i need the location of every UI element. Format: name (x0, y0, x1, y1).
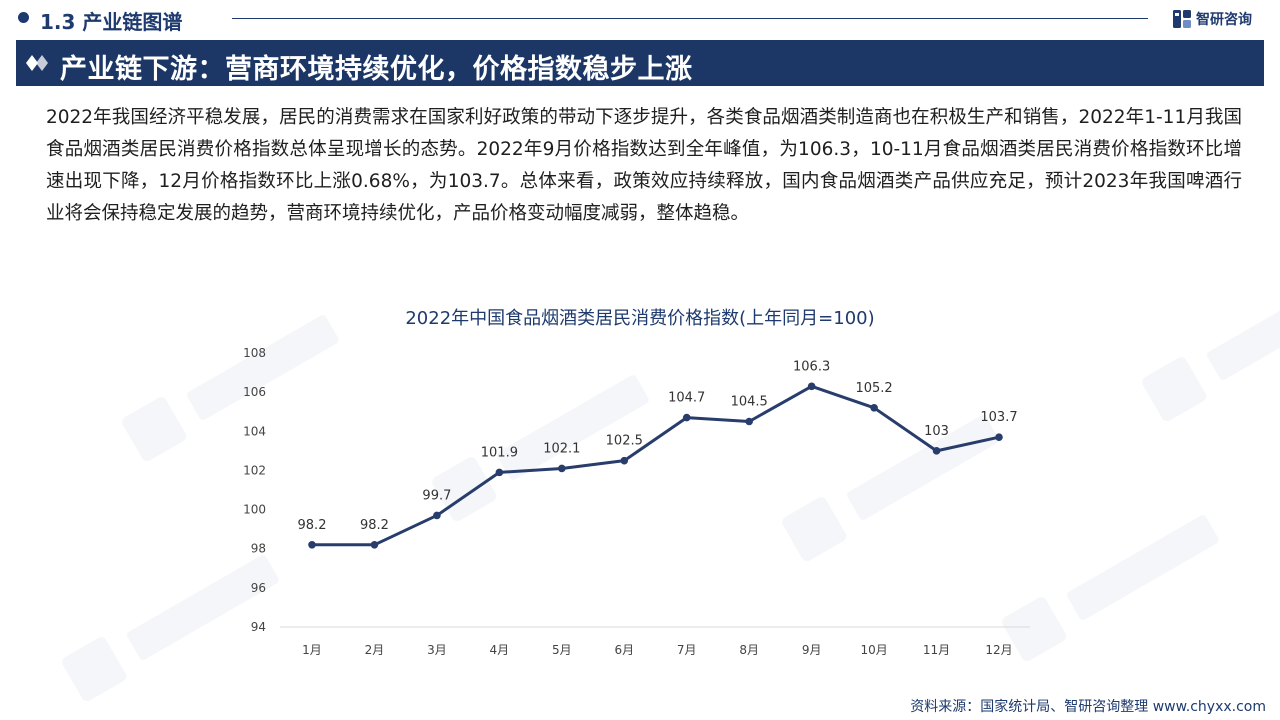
data-labels: 98.2 98.2 99.7 101.9 102.1 102.5 104.7 104.5 106… (298, 359, 1018, 533)
data-point (745, 417, 753, 426)
x-tick-label: 7月 (677, 643, 697, 657)
section-label: 1.3 产业链图谱 (40, 10, 183, 34)
data-label: 104.5 (731, 395, 768, 410)
data-label: 102.5 (606, 434, 643, 449)
y-tick-label: 104 (243, 424, 266, 438)
x-tick-label: 11月 (923, 643, 950, 657)
chart-title: 2022年中国食品烟酒类居民消费价格指数(上年同月=100) (405, 308, 875, 329)
data-label: 98.2 (298, 518, 327, 533)
series-points (308, 382, 1003, 549)
x-tick-label: 1月 (302, 643, 322, 657)
x-tick-label: 9月 (802, 643, 822, 657)
data-point (370, 541, 379, 549)
x-axis: 1月 2月 3月 4月 5月 6月 7月 8月 9月 10月 11月 12月 (280, 626, 1030, 657)
data-label: 98.2 (360, 518, 389, 533)
series-line (312, 384, 1000, 547)
x-tick-label: 8月 (739, 643, 759, 657)
zhiyan-logo-icon (1173, 10, 1191, 28)
x-tick-label: 2月 (365, 643, 385, 657)
data-label: 103 (924, 424, 949, 439)
data-label: 103.7 (980, 410, 1017, 425)
dot-bullet-icon (18, 12, 29, 23)
y-tick-label: 106 (243, 385, 266, 399)
data-label: 101.9 (481, 445, 518, 460)
data-label: 102.1 (543, 441, 580, 456)
data-label: 99.7 (422, 488, 451, 503)
x-tick-label: 3月 (427, 643, 447, 657)
y-axis: 94 96 98 100 102 104 106 108 (243, 346, 266, 634)
data-label: 105.2 (855, 381, 892, 396)
page-title: 产业链下游：营商环境持续优化，价格指数稳步上涨 (60, 54, 693, 85)
data-point (870, 404, 878, 412)
brand: 智研咨询 (1172, 8, 1252, 30)
title-banner: 产业链下游：营商环境持续优化，价格指数稳步上涨 (16, 40, 1264, 86)
data-point (932, 447, 941, 455)
data-point (995, 433, 1003, 441)
y-tick-label: 100 (243, 503, 266, 517)
data-label: 106.3 (793, 359, 830, 374)
x-tick-label: 4月 (490, 643, 510, 657)
top-header: 1.3 产业链图谱 智研咨询 (0, 0, 1280, 38)
data-point (558, 464, 566, 473)
x-tick-label: 12月 (985, 643, 1012, 657)
double-diamond-icon (26, 55, 48, 71)
data-point (682, 413, 691, 422)
brand-name: 智研咨询 (1196, 12, 1252, 28)
source-note: 资料来源：国家统计局、智研咨询整理 www.chyxx.com (910, 699, 1266, 715)
data-point (308, 541, 316, 549)
y-tick-label: 96 (251, 581, 266, 595)
data-point (433, 511, 441, 520)
y-tick-label: 108 (243, 346, 266, 360)
data-label: 104.7 (668, 391, 705, 406)
data-point (495, 468, 504, 477)
data-point (620, 456, 629, 465)
body-paragraph: 2022年我国经济平稳发展，居民的消费需求在国家利好政策的带动下逐步提升，各类食… (46, 107, 1242, 224)
x-tick-label: 5月 (552, 643, 572, 657)
y-tick-label: 98 (251, 542, 266, 556)
y-tick-label: 102 (243, 463, 266, 477)
header-divider (232, 18, 1148, 19)
series-polyline (312, 384, 1000, 547)
data-point (807, 382, 816, 391)
x-tick-label: 10月 (860, 643, 887, 657)
y-tick-label: 94 (251, 620, 266, 634)
x-tick-label: 6月 (614, 643, 634, 657)
